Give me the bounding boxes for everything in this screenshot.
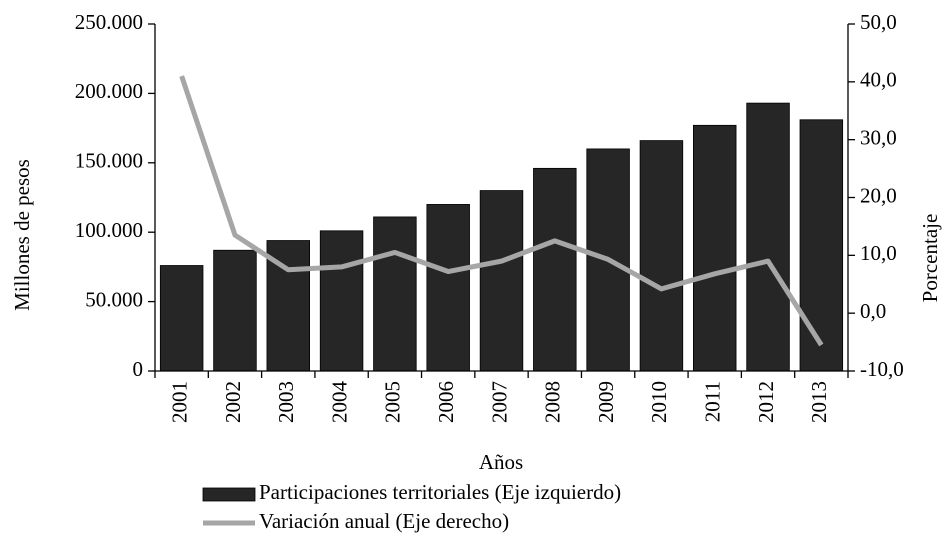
bar <box>639 140 684 372</box>
y-tick-label: 200.000 <box>75 79 143 103</box>
bar <box>213 249 257 372</box>
y-axis-label: Millones de pesos <box>10 159 34 311</box>
y-tick-label: 150.000 <box>75 149 143 173</box>
legend-swatch <box>202 487 256 502</box>
y-tick-label: 0 <box>133 357 144 381</box>
line <box>179 75 824 347</box>
bar <box>319 230 364 372</box>
bar <box>373 216 417 372</box>
x-tick-label: 2001 <box>167 381 191 423</box>
y2-axis-label: Porcentaje <box>918 214 942 303</box>
bar <box>159 265 204 372</box>
x-tick-label: 2009 <box>594 381 618 423</box>
bar <box>799 119 844 372</box>
y2-tick-label: 50,0 <box>860 10 897 34</box>
bar <box>533 167 577 372</box>
bar <box>479 190 524 372</box>
x-tick-label: 2007 <box>487 381 511 423</box>
bar <box>693 124 737 372</box>
x-tick-label: 2002 <box>221 381 245 423</box>
legend-label: Variación anual (Eje derecho) <box>259 509 509 533</box>
x-tick-label: 2004 <box>327 381 351 424</box>
x-tick-label: 2011 <box>701 381 725 422</box>
bar <box>426 204 470 372</box>
x-tick-label: 2006 <box>434 381 458 423</box>
x-tick-label: 2012 <box>754 381 778 423</box>
x-tick-label: 2005 <box>381 381 405 423</box>
y2-tick-label: 10,0 <box>860 241 897 265</box>
y2-tick-label: 0,0 <box>860 299 886 323</box>
bar <box>746 102 790 372</box>
y-tick-label: 50.000 <box>85 287 143 311</box>
x-tick-label: 2003 <box>274 381 298 423</box>
y2-tick-label: 40,0 <box>860 68 897 92</box>
x-tick-label: 2013 <box>807 381 831 423</box>
y2-tick-label: -10,0 <box>860 357 904 381</box>
y2-tick-label: 30,0 <box>860 125 897 149</box>
y2-tick-label: 20,0 <box>860 183 897 207</box>
x-tick-label: 2008 <box>541 381 565 423</box>
x-tick-label: 2010 <box>647 381 671 423</box>
x-axis-label: Años <box>479 450 523 474</box>
y-tick-label: 100.000 <box>75 218 143 242</box>
legend-label: Participaciones territoriales (Eje izqui… <box>259 480 621 504</box>
y-tick-label: 250.000 <box>75 10 143 34</box>
